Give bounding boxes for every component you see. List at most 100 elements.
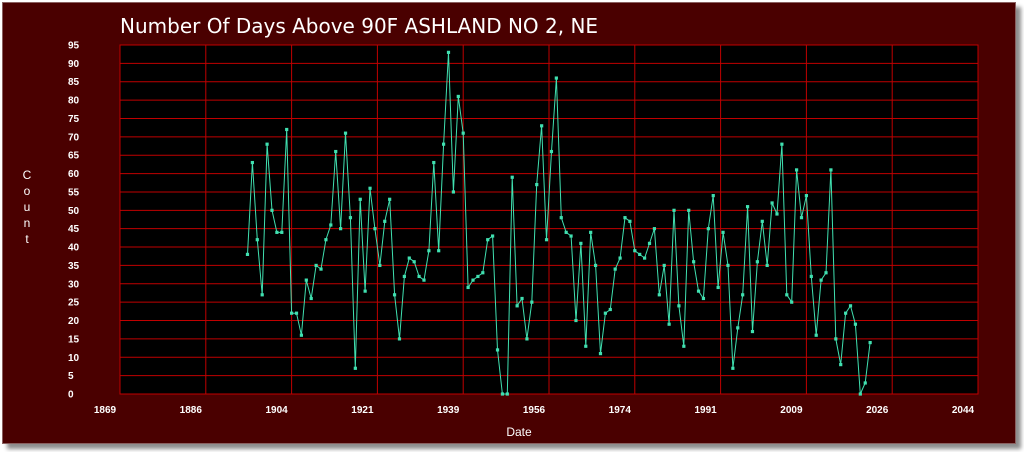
data-point	[834, 337, 838, 341]
data-point	[721, 230, 725, 234]
data-point	[618, 256, 622, 260]
data-point	[608, 307, 612, 312]
data-points	[245, 50, 872, 396]
data-point	[741, 293, 745, 297]
data-point	[819, 278, 823, 282]
y-tick-label: 55	[68, 187, 80, 198]
data-point	[593, 263, 598, 268]
data-point	[515, 304, 519, 308]
data-point	[829, 168, 833, 172]
data-point	[265, 142, 269, 146]
y-axis-label-letter: u	[24, 200, 31, 214]
data-point	[785, 293, 789, 297]
data-point	[814, 333, 818, 337]
y-tick-label: 25	[68, 298, 80, 309]
data-point	[250, 160, 254, 165]
y-axis-label-letter: t	[25, 232, 29, 246]
data-point	[731, 366, 735, 370]
data-point	[353, 366, 357, 370]
data-point	[706, 227, 710, 231]
x-tick-label: 2044	[952, 405, 975, 416]
data-point	[750, 329, 755, 334]
data-point	[270, 208, 274, 212]
data-point	[696, 289, 701, 293]
data-point	[657, 293, 661, 297]
data-point	[716, 285, 720, 290]
data-point	[525, 337, 529, 341]
data-point	[402, 274, 406, 279]
data-point	[564, 230, 568, 234]
data-point	[794, 168, 799, 172]
data-point	[745, 205, 750, 209]
data-point	[613, 267, 617, 271]
data-point	[760, 219, 764, 223]
data-point	[598, 351, 603, 356]
data-point	[726, 263, 730, 268]
chart-title: Number Of Days Above 90F ASHLAND NO 2, N…	[120, 14, 598, 38]
x-tick-label: 1869	[94, 405, 117, 416]
data-point	[378, 263, 382, 268]
data-point	[780, 142, 784, 146]
data-point	[280, 230, 284, 234]
data-point	[471, 278, 475, 282]
data-point	[662, 263, 666, 268]
data-point	[334, 149, 338, 154]
data-point	[863, 381, 867, 385]
data-point	[677, 304, 681, 308]
data-point	[544, 238, 549, 242]
data-point	[667, 322, 671, 326]
data-point	[294, 311, 299, 315]
data-point	[755, 260, 759, 264]
data-point	[373, 227, 377, 231]
x-tick-label: 1956	[523, 405, 546, 416]
data-point	[643, 256, 647, 260]
y-tick-label: 85	[68, 77, 80, 88]
data-point	[304, 278, 308, 282]
data-point	[324, 238, 328, 242]
y-tick-label: 40	[68, 243, 80, 254]
data-point	[260, 293, 264, 297]
data-point	[437, 249, 441, 253]
data-point	[647, 241, 652, 245]
x-tick-label: 2009	[780, 405, 803, 416]
y-tick-label: 45	[68, 224, 80, 235]
data-point	[441, 142, 446, 146]
data-point	[358, 197, 362, 201]
data-point	[422, 278, 426, 282]
data-point	[299, 333, 304, 337]
data-point	[275, 230, 279, 234]
data-point	[255, 238, 259, 242]
y-tick-label: 30	[68, 279, 80, 290]
y-tick-label: 70	[68, 132, 80, 143]
data-point	[628, 219, 632, 223]
data-point	[486, 238, 490, 242]
y-tick-label: 80	[68, 96, 80, 107]
y-tick-label: 20	[68, 316, 80, 327]
data-point	[692, 260, 696, 264]
data-point	[868, 340, 872, 345]
data-point	[491, 234, 495, 238]
data-point	[407, 256, 411, 260]
data-point	[245, 252, 250, 256]
data-point	[540, 124, 544, 128]
y-tick-label: 95	[68, 41, 80, 52]
data-point	[476, 274, 480, 279]
data-point	[427, 249, 431, 253]
data-point	[388, 197, 392, 201]
data-point	[579, 241, 583, 245]
y-axis-ticks: 0 5 10 15 20 25 30 35 40 45 50 55 60 65 70 75 80 85 90 95	[68, 41, 80, 401]
data-point	[481, 271, 485, 275]
x-tick-label: 1921	[351, 405, 374, 416]
data-point	[348, 216, 353, 220]
data-point	[466, 285, 470, 290]
series-line	[247, 52, 871, 395]
data-point	[339, 227, 343, 231]
data-point	[736, 326, 740, 330]
y-tick-label: 60	[68, 169, 80, 180]
y-tick-label: 10	[68, 353, 80, 364]
chart: Number Of Days Above 90F ASHLAND NO 2, N…	[23, 14, 979, 439]
data-point	[711, 194, 715, 198]
data-point	[309, 296, 313, 301]
chart-frame: Number Of Days Above 90F ASHLAND NO 2, N…	[2, 2, 1016, 444]
